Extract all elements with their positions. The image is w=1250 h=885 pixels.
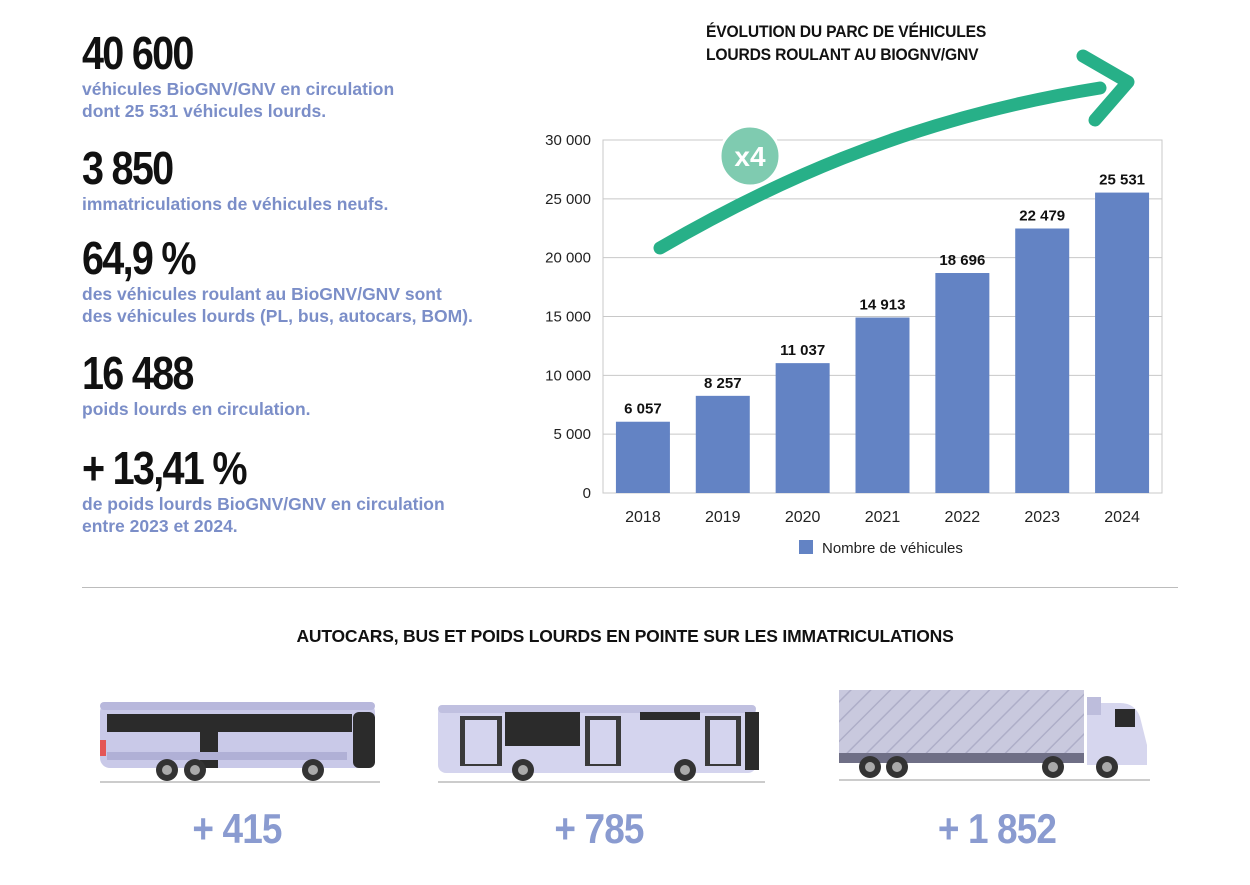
y-tick-label: 15 000 [545,309,591,326]
stat-new-registrations: 3 850 immatriculations de véhicules neuf… [82,145,388,215]
x-tick-label: 2021 [865,509,901,526]
y-tick-label: 30 000 [545,132,591,149]
chart-title-line: LOURDS ROULANT AU BIOGNV/GNV [706,45,979,64]
x-tick-label: 2018 [625,509,661,526]
stat-description-line: des véhicules roulant au BioGNV/GNV sont [82,284,442,304]
bar-chart: 0 5 000 10 000 15 000 20 000 25 000 30 000 6 0… [545,49,1163,557]
stat-heavy-trucks: 16 488 poids lourds en circulation. [82,350,311,420]
legend-swatch [799,540,813,554]
stat-value: 40 600 [82,27,194,79]
bar-value-label: 18 696 [939,252,985,269]
bar [935,273,990,493]
chart-legend: Nombre de véhicules [799,540,963,557]
truck-icon [839,690,1150,781]
bar [695,395,750,493]
y-tick-label: 0 [583,485,591,502]
bar [855,317,910,493]
growth-arrow-head [1076,49,1135,127]
stat-description: de poids lourds BioGNV/GNV en circulatio… [82,493,445,537]
stat-value: + 13,41 % [82,442,247,494]
growth-arrow: x4 [653,49,1135,255]
legend-label: Nombre de véhicules [822,540,963,557]
bar [615,421,670,493]
city-bus-icon [438,705,765,783]
chart-title-line: ÉVOLUTION DU PARC DE VÉHICULES [706,22,987,41]
stat-description: poids lourds en circulation. [82,398,311,420]
section-divider [82,587,1178,588]
stat-value: 3 850 [82,142,174,194]
coach-registrations: + 415 [192,805,282,852]
x-tick-label: 2022 [945,509,981,526]
section-title: AUTOCARS, BUS ET POIDS LOURDS EN POINTE … [296,626,954,646]
y-tick-label: 20 000 [545,250,591,267]
growth-badge-label: x4 [734,141,766,172]
stat-heavy-share: 64,9 % des véhicules roulant au BioGNV/G… [82,235,473,327]
stat-description-line: entre 2023 et 2024. [82,516,238,536]
coach-icon [100,702,380,783]
stat-description: immatriculations de véhicules neufs. [82,193,388,215]
x-tick-label: 2024 [1104,509,1140,526]
x-tick-label: 2020 [785,509,821,526]
y-tick-label: 5 000 [553,426,591,443]
bar-value-label: 8 257 [704,375,742,392]
bus-registrations: + 785 [554,805,644,852]
x-tick-label: 2023 [1024,509,1060,526]
stat-description: des véhicules roulant au BioGNV/GNV sont… [82,283,473,327]
bar-value-label: 6 057 [624,401,662,418]
stat-description-line: véhicules BioGNV/GNV en circulation [82,79,395,99]
bar [1095,192,1150,493]
growth-arrow-line [653,81,1107,255]
bar [1015,228,1070,493]
y-tick-label: 25 000 [545,191,591,208]
bar-value-label: 22 479 [1019,207,1065,224]
stat-growth: + 13,41 % de poids lourds BioGNV/GNV en … [82,445,445,537]
chart-title: ÉVOLUTION DU PARC DE VÉHICULES LOURDS RO… [706,20,986,66]
truck-registrations: + 1 852 [937,805,1057,852]
bar-value-label: 14 913 [860,297,906,314]
y-tick-label: 10 000 [545,367,591,384]
bar [775,363,830,493]
x-tick-label: 2019 [705,509,741,526]
bar-value-label: 11 037 [780,342,825,359]
bar-layer: 6 057 2018 8 257 2019 11 037 2020 14 913 2021 18… [615,172,1150,526]
stat-value: 64,9 % [82,232,197,284]
stat-description-line: immatriculations de véhicules neufs. [82,194,389,214]
growth-badge [718,124,782,188]
stat-description-line: de poids lourds BioGNV/GNV en circulatio… [82,494,445,514]
stat-description: véhicules BioGNV/GNV en circulation dont… [82,78,394,122]
stat-total-vehicles: 40 600 véhicules BioGNV/GNV en circulati… [82,30,394,122]
stat-description-line: poids lourds en circulation. [82,399,311,419]
bar-value-label: 25 531 [1099,172,1145,189]
stat-description-line: dont 25 531 véhicules lourds. [82,101,327,121]
stat-description-line: des véhicules lourds (PL, bus, autocars,… [82,306,473,326]
stat-value: 16 488 [82,347,194,399]
